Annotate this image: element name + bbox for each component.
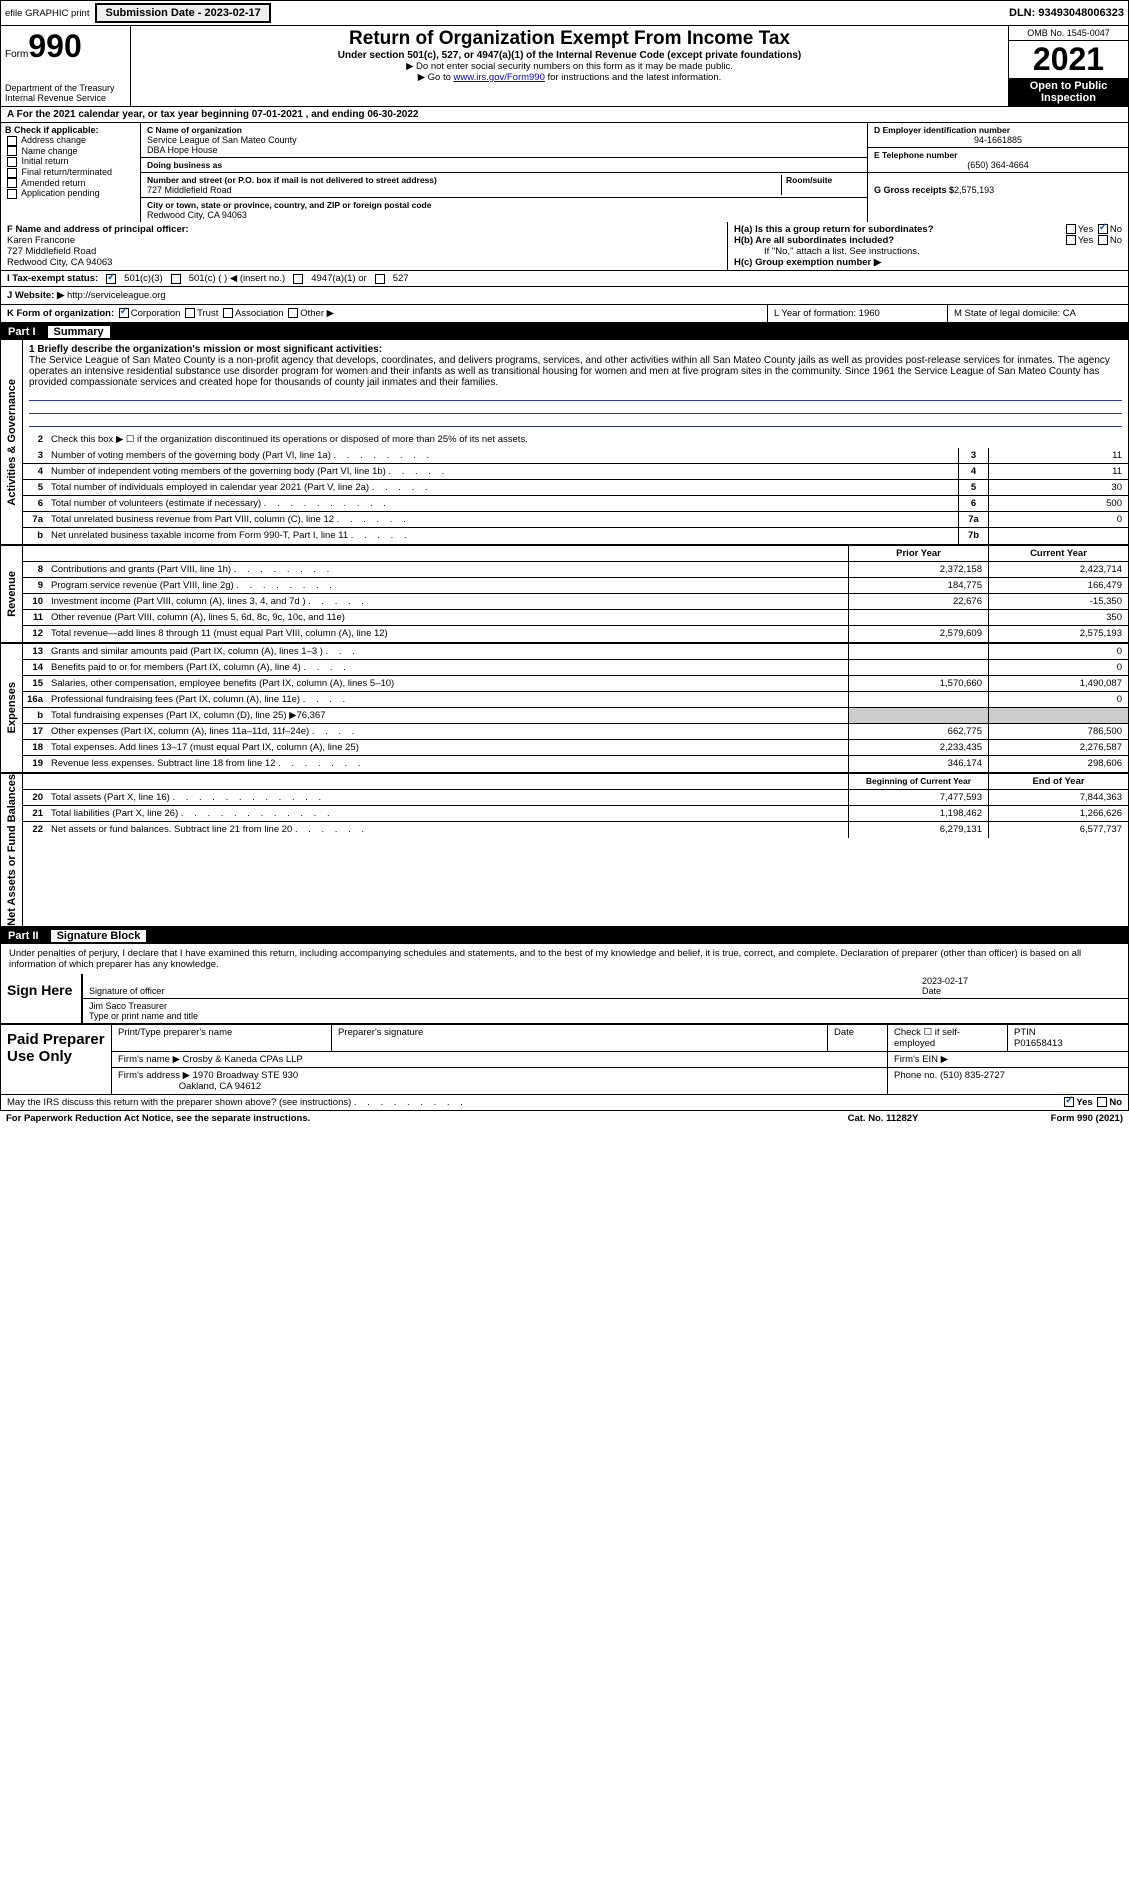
- section-b-checkboxes: B Check if applicable: Address change Na…: [1, 123, 141, 222]
- ha-yes-checkbox[interactable]: [1066, 224, 1076, 234]
- expenses-section: Expenses 13Grants and similar amounts pa…: [0, 644, 1129, 774]
- header-right: OMB No. 1545-0047 2021 Open to Public In…: [1008, 26, 1128, 106]
- current-year-hdr: Current Year: [988, 546, 1128, 561]
- ssn-warning: ▶ Do not enter social security numbers o…: [137, 61, 1002, 72]
- website-value: http://serviceleague.org: [67, 290, 166, 301]
- ha-no-checkbox[interactable]: [1098, 224, 1108, 234]
- part-2-header: Part II Signature Block: [0, 928, 1129, 944]
- gov-vlabel: Activities & Governance: [6, 379, 18, 506]
- signer-name: Jim Saco Treasurer: [89, 1001, 167, 1011]
- firm-name: Crosby & Kaneda CPAs LLP: [183, 1054, 303, 1065]
- irs-label: Internal Revenue Service: [5, 93, 126, 103]
- activities-governance-section: Activities & Governance 1 Briefly descri…: [0, 340, 1129, 546]
- discuss-no-checkbox[interactable]: [1097, 1097, 1107, 1107]
- exp-vlabel: Expenses: [6, 682, 18, 733]
- final-return-checkbox[interactable]: [7, 168, 17, 178]
- amended-return-checkbox[interactable]: [7, 178, 17, 188]
- corporation-checkbox[interactable]: [119, 308, 129, 318]
- ein-value: 94-1661885: [874, 135, 1122, 145]
- section-d-ein: D Employer identification number 94-1661…: [868, 123, 1128, 222]
- tax-year: 2021: [1009, 41, 1128, 78]
- net-assets-section: Net Assets or Fund Balances Beginning of…: [0, 774, 1129, 928]
- form-of-org-row: K Form of organization: Corporation Trus…: [0, 305, 1129, 324]
- officer-group-row: F Name and address of principal officer:…: [0, 222, 1129, 271]
- form-subtitle: Under section 501(c), 527, or 4947(a)(1)…: [137, 50, 1002, 61]
- org-address: 727 Middlefield Road: [147, 185, 781, 195]
- line7a-value: 0: [988, 512, 1128, 527]
- website-row: J Website: ▶ http://serviceleague.org: [0, 287, 1129, 305]
- section-k: K Form of organization: Corporation Trus…: [1, 305, 768, 322]
- omb-number: OMB No. 1545-0047: [1009, 26, 1128, 41]
- line6-value: 500: [988, 496, 1128, 511]
- preparer-phone: (510) 835-2727: [940, 1070, 1005, 1081]
- 4947-checkbox[interactable]: [293, 274, 303, 284]
- association-checkbox[interactable]: [223, 308, 233, 318]
- line3-value: 11: [988, 448, 1128, 463]
- prior-year-hdr: Prior Year: [848, 546, 988, 561]
- discuss-yes-checkbox[interactable]: [1064, 1097, 1074, 1107]
- line7b-value: [988, 528, 1128, 544]
- initial-return-checkbox[interactable]: [7, 157, 17, 167]
- application-pending-checkbox[interactable]: [7, 189, 17, 199]
- mission-text: The Service League of San Mateo County i…: [29, 355, 1110, 388]
- 501c-checkbox[interactable]: [171, 274, 181, 284]
- org-city: Redwood City, CA 94063: [147, 210, 861, 220]
- discuss-row: May the IRS discuss this return with the…: [0, 1095, 1129, 1111]
- hb-no-checkbox[interactable]: [1098, 235, 1108, 245]
- revenue-section: Revenue Prior YearCurrent Year 8Contribu…: [0, 546, 1129, 644]
- header-left: Form990 Department of the Treasury Inter…: [1, 26, 131, 106]
- rev-vlabel: Revenue: [6, 571, 18, 617]
- year-formation: L Year of formation: 1960: [768, 305, 948, 322]
- hb-yes-checkbox[interactable]: [1066, 235, 1076, 245]
- org-name: Service League of San Mateo County: [147, 135, 861, 145]
- name-change-checkbox[interactable]: [7, 146, 17, 156]
- section-a-taxyear: A For the 2021 calendar year, or tax yea…: [0, 107, 1129, 123]
- entity-info-grid: B Check if applicable: Address change Na…: [0, 123, 1129, 222]
- paid-preparer-label: Paid Preparer Use Only: [1, 1025, 111, 1094]
- form-title: Return of Organization Exempt From Incom…: [137, 28, 1002, 50]
- instructions-line: ▶ Go to www.irs.gov/Form990 for instruct…: [137, 72, 1002, 83]
- section-c-orginfo: C Name of organization Service League of…: [141, 123, 868, 222]
- gross-receipts: 2,575,193: [954, 185, 994, 195]
- signature-block: Under penalties of perjury, I declare th…: [0, 944, 1129, 1025]
- header-mid: Return of Organization Exempt From Incom…: [131, 26, 1008, 106]
- irs-link[interactable]: www.irs.gov/Form990: [454, 72, 545, 83]
- section-f-officer: F Name and address of principal officer:…: [1, 222, 728, 270]
- end-year-hdr: End of Year: [988, 774, 1128, 789]
- paid-preparer-section: Paid Preparer Use Only Print/Type prepar…: [0, 1025, 1129, 1095]
- line5-value: 30: [988, 480, 1128, 495]
- state-domicile: M State of legal domicile: CA: [948, 305, 1128, 322]
- phone-value: (650) 364-4664: [874, 160, 1122, 170]
- cat-number: Cat. No. 11282Y: [783, 1113, 983, 1124]
- address-change-checkbox[interactable]: [7, 136, 17, 146]
- trust-checkbox[interactable]: [185, 308, 195, 318]
- efile-label: efile GRAPHIC print: [5, 8, 89, 19]
- other-checkbox[interactable]: [288, 308, 298, 318]
- submission-date-button[interactable]: Submission Date - 2023-02-17: [95, 3, 270, 23]
- begin-year-hdr: Beginning of Current Year: [848, 774, 988, 789]
- form-number: 990: [28, 28, 81, 64]
- open-public-badge: Open to Public Inspection: [1009, 78, 1128, 106]
- 527-checkbox[interactable]: [375, 274, 385, 284]
- dln-label: DLN: 93493048006323: [1009, 7, 1124, 19]
- efile-topbar: efile GRAPHIC print Submission Date - 20…: [0, 0, 1129, 26]
- 501c3-checkbox[interactable]: [106, 274, 116, 284]
- footer-notices: For Paperwork Reduction Act Notice, see …: [0, 1111, 1129, 1126]
- mission-block: 1 Briefly describe the organization's mi…: [23, 340, 1128, 432]
- part-1-header: Part I Summary: [0, 324, 1129, 340]
- dept-label: Department of the Treasury: [5, 83, 126, 93]
- form-version: Form 990 (2021): [983, 1113, 1123, 1124]
- org-dba: DBA Hope House: [147, 145, 861, 155]
- sign-here-label: Sign Here: [1, 974, 81, 1023]
- line4-value: 11: [988, 464, 1128, 479]
- perjury-declaration: Under penalties of perjury, I declare th…: [1, 944, 1128, 974]
- net-vlabel: Net Assets or Fund Balances: [6, 774, 18, 926]
- form-header: Form990 Department of the Treasury Inter…: [0, 26, 1129, 107]
- section-h-group: H(a) Is this a group return for subordin…: [728, 222, 1128, 270]
- tax-exempt-status-row: I Tax-exempt status: 501(c)(3) 501(c) ( …: [0, 271, 1129, 287]
- officer-name: Karen Francone: [7, 235, 75, 246]
- ptin-value: P01658413: [1014, 1038, 1063, 1049]
